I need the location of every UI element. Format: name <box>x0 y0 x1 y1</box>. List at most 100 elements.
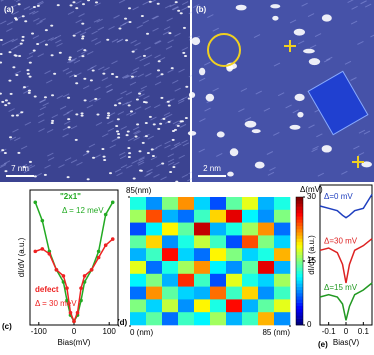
bright-spot <box>141 141 145 144</box>
colorbar-step <box>296 318 303 323</box>
colorbar-step <box>296 257 303 262</box>
bright-spot <box>157 60 161 63</box>
streak <box>344 60 352 65</box>
streak <box>181 96 188 101</box>
streak <box>198 148 205 153</box>
heatmap-cell <box>210 286 227 300</box>
streak <box>84 26 92 31</box>
data-point <box>75 310 80 315</box>
heatmap-cell <box>258 286 275 300</box>
streak <box>129 112 137 117</box>
streak <box>14 44 21 49</box>
colorbar-step <box>296 293 303 297</box>
bright-spot <box>43 96 47 99</box>
streak <box>353 145 360 150</box>
streak <box>267 171 275 176</box>
data-point <box>33 200 38 205</box>
heatmap-cell <box>258 209 275 223</box>
colorbar-step <box>296 203 303 207</box>
bright-spot <box>19 42 23 45</box>
streak <box>151 0 157 3</box>
heatmap-cell <box>130 197 147 211</box>
bright-spot <box>83 49 87 52</box>
bright-spot <box>134 135 138 138</box>
streak <box>39 106 47 111</box>
streak <box>360 0 367 5</box>
streak <box>273 131 280 136</box>
colorbar-step <box>296 267 303 271</box>
heatmap-cell <box>274 197 291 211</box>
bright-spot <box>7 102 11 105</box>
heatmap-cell <box>226 312 243 326</box>
streak <box>67 59 74 64</box>
heatmap-cell <box>178 248 195 262</box>
heatmap-cell <box>274 286 291 300</box>
bright-spot <box>50 121 54 124</box>
bright-spot <box>129 110 133 113</box>
panel-label: (d) <box>117 318 128 327</box>
bright-spot <box>31 32 35 35</box>
streak <box>154 40 162 45</box>
star-marker <box>284 40 296 52</box>
streak <box>1 41 9 46</box>
streak <box>103 66 110 71</box>
bright-spot <box>8 51 12 54</box>
streak <box>82 152 90 157</box>
streak <box>167 153 175 158</box>
streak <box>36 20 43 25</box>
streak <box>102 133 109 138</box>
bright-spot <box>9 136 13 139</box>
heatmap-cell <box>162 248 179 262</box>
heatmap-cell <box>274 235 291 249</box>
bright-spot <box>26 69 30 72</box>
streak <box>111 138 118 142</box>
heatmap-cell <box>210 261 227 275</box>
annotation: Δ = 12 meV <box>62 206 104 215</box>
bright-spot <box>205 93 215 102</box>
streak <box>198 77 206 82</box>
bright-spot <box>174 1 178 4</box>
streak <box>45 79 53 84</box>
legend-label: Δ=30 mV <box>324 236 358 245</box>
streak <box>114 168 122 173</box>
heatmap-cell <box>146 222 163 236</box>
streak <box>54 34 62 39</box>
series-line <box>319 193 373 219</box>
colorbar-label: Δ(mV) <box>300 185 323 194</box>
streak <box>78 53 85 58</box>
y-axis-label: dI/dV (a.u.) <box>307 235 316 275</box>
bright-spot <box>135 98 139 101</box>
bright-spot <box>9 92 13 95</box>
streak <box>358 129 366 134</box>
heatmap-cell <box>226 248 243 262</box>
bright-spot <box>12 66 16 69</box>
bright-spot <box>176 124 180 127</box>
bright-spot <box>18 55 22 58</box>
bright-spot <box>127 156 131 159</box>
bright-spot <box>198 67 206 76</box>
bright-spot <box>33 95 37 98</box>
bright-spot <box>0 92 2 95</box>
heatmap-cell <box>146 235 163 249</box>
bright-spot <box>179 12 183 15</box>
streak <box>212 87 219 92</box>
colorbar-step <box>296 238 303 243</box>
heatmap-cell <box>242 273 259 287</box>
bright-spot <box>187 130 197 136</box>
heatmap-cell <box>274 209 291 223</box>
heatmap-cell <box>226 273 243 287</box>
colorbar-step <box>296 222 303 227</box>
streak <box>167 161 175 166</box>
heatmap-cell <box>210 273 227 287</box>
streak <box>83 85 90 90</box>
bright-spot <box>128 152 132 155</box>
heatmap-cell <box>194 209 211 223</box>
streak <box>0 0 5 2</box>
streak <box>101 77 109 82</box>
streak <box>78 13 85 18</box>
heatmap-cell <box>258 222 275 236</box>
bright-spot <box>118 102 122 105</box>
bright-spot <box>17 151 21 154</box>
bright-spot <box>69 4 73 7</box>
streak <box>65 70 73 75</box>
